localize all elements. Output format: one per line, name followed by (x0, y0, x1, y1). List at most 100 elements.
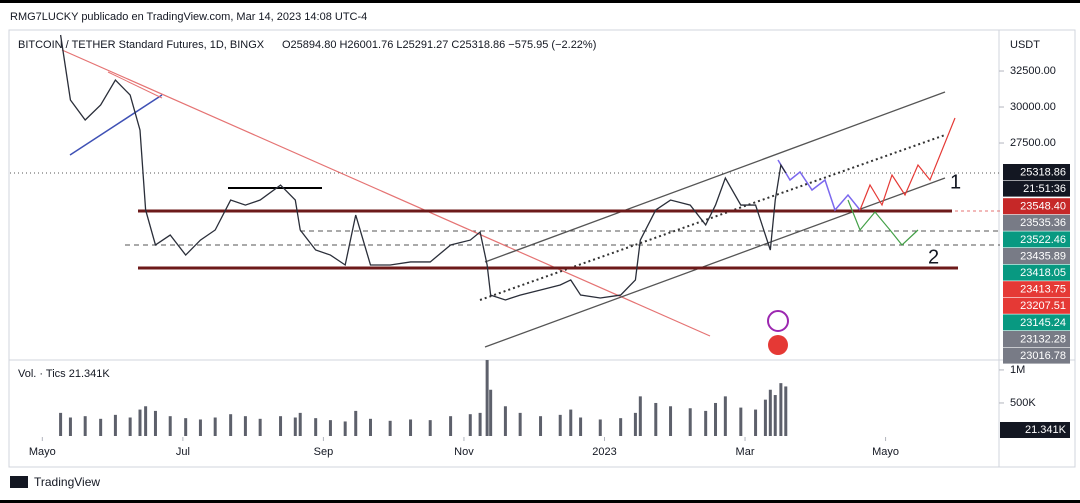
volume-bar (485, 360, 489, 436)
price-tag-label: 23132.28 (1020, 333, 1066, 345)
x-tick-label: Sep (314, 446, 334, 458)
icon (767, 310, 789, 332)
icon (768, 335, 788, 355)
volume-bar (198, 419, 202, 436)
price-tag (1003, 248, 1070, 264)
price-tag-label: 23435.89 (1020, 250, 1066, 262)
volume-bar (739, 407, 743, 436)
trend-line (61, 49, 711, 337)
volume-bar (714, 402, 718, 436)
volume-bar (314, 418, 318, 436)
price-tag (1003, 314, 1070, 331)
volume-bar (68, 417, 72, 436)
volume-bar (144, 406, 148, 436)
price-tag (1003, 214, 1070, 231)
x-tick-label: Mar (736, 446, 755, 458)
volume-bar (669, 406, 673, 436)
channel-mid (479, 134, 946, 301)
currency: USDT (1010, 39, 1040, 51)
y-tick-label: 1M (1010, 364, 1025, 376)
volume-bar (619, 418, 623, 436)
volume-bar (354, 410, 358, 436)
volume-bar (428, 420, 432, 436)
volume-bar (298, 412, 302, 436)
y-tick-label: 27500.00 (1010, 137, 1056, 149)
y-tick-label: 32500.00 (1010, 65, 1056, 77)
y-tick-label: 500K (1010, 397, 1036, 409)
price-tag (1003, 281, 1070, 298)
volume-bar (138, 409, 142, 436)
price-tag (1003, 297, 1070, 314)
volume-bar (638, 396, 642, 436)
price-tag (1003, 264, 1070, 281)
volume-bar (768, 389, 772, 436)
volume-bar (468, 414, 472, 436)
logo (10, 476, 28, 488)
volume-bar (368, 418, 372, 436)
volume-bar (598, 419, 602, 436)
price-tag-label: 21:51:36 (1023, 183, 1066, 195)
volume-bar (388, 420, 392, 436)
volume-bar (83, 416, 87, 436)
x-tick-label: Jul (176, 446, 190, 458)
top-border (0, 0, 1080, 3)
channel-line (484, 177, 946, 348)
bottom-border (0, 500, 1080, 503)
channel-line (484, 91, 946, 263)
annotation: 1 (950, 171, 961, 193)
price-tag-label: 23535.36 (1020, 217, 1066, 229)
volume-bar (558, 414, 562, 436)
volume-bar (784, 386, 788, 436)
x-tick-label: 2023 (592, 446, 616, 458)
price-tag-label: 23145.24 (1020, 317, 1066, 329)
volume-bar (258, 418, 262, 436)
price-tag (1003, 331, 1070, 347)
volume-bar (128, 417, 132, 436)
volume-bar (633, 412, 637, 436)
trend-line (107, 71, 163, 99)
annotation: 2 (928, 246, 939, 268)
brand: TradingView (34, 475, 100, 489)
price-tag-label: 23016.78 (1020, 350, 1066, 362)
price-tag (1003, 180, 1070, 197)
x-tick-label: Mayo (872, 446, 899, 458)
volume-bar (539, 416, 543, 436)
volume-bar (449, 416, 453, 436)
volume-bar (688, 408, 692, 436)
author-line: RMG7LUCKY publicado en TradingView.com, … (10, 11, 367, 23)
volume-bar (763, 399, 767, 436)
trend-line (69, 94, 163, 156)
volume-bar (168, 416, 172, 436)
price-line (59, 34, 787, 301)
volume-bar (704, 410, 708, 436)
volume-bar (518, 412, 522, 436)
price-tag-label: 23207.51 (1020, 300, 1066, 312)
price-tag-label: 23548.40 (1020, 201, 1066, 213)
price-tag (1003, 347, 1070, 364)
volume-bar (478, 412, 482, 436)
ohlc: O25894.80 H26001.76 L25291.27 C25318.86 … (282, 39, 596, 51)
volume-bar (113, 414, 117, 436)
volume-bar (723, 396, 727, 436)
volume-bar (503, 406, 507, 436)
volume-bar (489, 389, 493, 436)
volume-bar (754, 409, 758, 436)
volume-bar (153, 410, 157, 436)
volume-bar (59, 412, 63, 436)
volume-bar (579, 417, 583, 436)
x-tick-label: Nov (454, 446, 474, 458)
price-tag-label: 23418.05 (1020, 267, 1066, 279)
price-tag-label: 23522.46 (1020, 234, 1066, 246)
projection-arrow (859, 117, 956, 211)
volume-bar (213, 417, 217, 436)
volume-bar (99, 418, 103, 436)
volume-title: Vol. · Tics 21.341K (18, 368, 110, 380)
price-tag-label: 25318.86 (1020, 166, 1066, 178)
price-tag (1003, 198, 1070, 215)
symbol: BITCOIN / TETHER Standard Futures, 1D, B… (18, 39, 265, 51)
volume-bar (569, 409, 573, 436)
projection-arrow (777, 159, 861, 212)
volume-bar (279, 416, 283, 436)
volume-bar (779, 383, 783, 436)
chart-frame (8, 29, 1076, 468)
